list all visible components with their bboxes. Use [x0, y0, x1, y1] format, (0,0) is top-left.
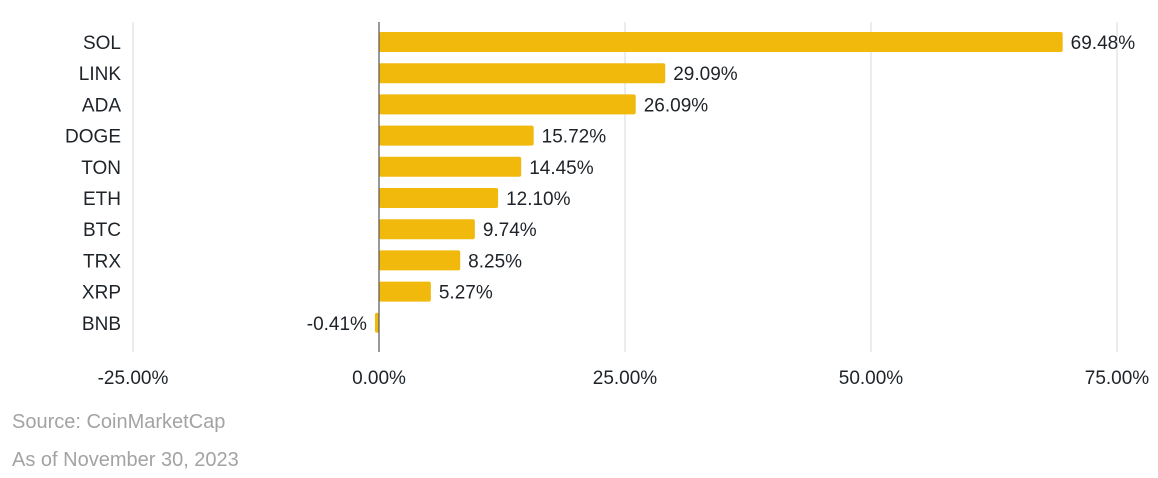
bar-ada	[379, 94, 636, 115]
as-of-date-note: As of November 30, 2023	[12, 449, 239, 471]
data-label: 69.48%	[1071, 33, 1136, 54]
data-label: 12.10%	[506, 189, 571, 210]
data-label: 26.09%	[644, 95, 709, 116]
bar-trx	[379, 250, 461, 271]
data-label: 5.27%	[439, 283, 493, 304]
bar-xrp	[379, 281, 431, 302]
x-tick-label: 50.00%	[839, 368, 904, 389]
source-note: Source: CoinMarketCap	[12, 411, 226, 433]
bar-chart: 69.48% SOL 29.09% LINK 26.09% ADA 15.72% DOGE 14…	[65, 22, 1150, 389]
data-label: 9.74%	[483, 220, 537, 241]
data-label: -0.41%	[307, 314, 367, 335]
bar-link	[379, 63, 666, 84]
data-label: 15.72%	[542, 127, 607, 148]
category-label: DOGE	[65, 127, 121, 148]
category-label: XRP	[82, 283, 121, 304]
x-tick-label: 75.00%	[1085, 368, 1150, 389]
bar-sol	[379, 32, 1063, 52]
category-label: SOL	[83, 33, 121, 54]
x-tick-label: -25.00%	[98, 368, 169, 389]
bar-btc	[379, 219, 475, 240]
category-label: BTC	[83, 220, 121, 241]
category-label: TON	[81, 158, 121, 179]
bar-ton	[379, 156, 522, 177]
category-label: ETH	[83, 189, 121, 210]
bar-bnb	[374, 312, 379, 333]
bar-doge	[379, 125, 534, 146]
category-label: LINK	[79, 64, 122, 85]
category-label: ADA	[82, 95, 121, 116]
data-label: 14.45%	[529, 158, 594, 179]
category-label: TRX	[83, 251, 121, 272]
bar-eth	[379, 188, 499, 208]
x-tick-label: 0.00%	[352, 368, 406, 389]
data-label: 8.25%	[468, 251, 522, 272]
data-label: 29.09%	[673, 64, 738, 85]
x-tick-label: 25.00%	[593, 368, 658, 389]
category-label: BNB	[82, 314, 121, 335]
